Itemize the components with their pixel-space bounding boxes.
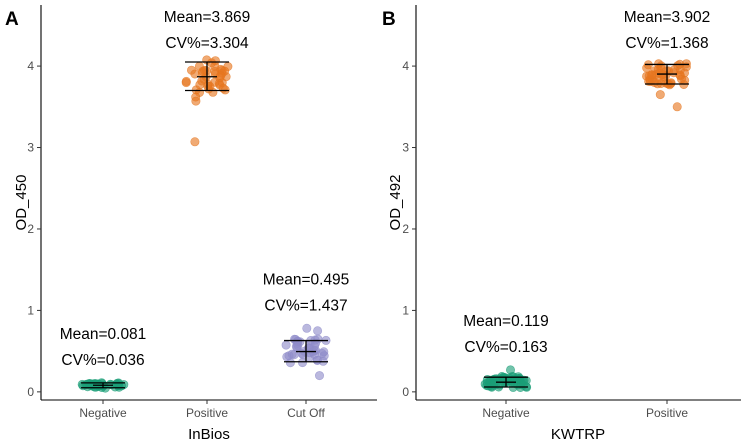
data-point: [673, 61, 683, 71]
x-tick-label: Negative: [482, 406, 530, 420]
cv-annotation: CV%=0.163: [464, 339, 547, 356]
data-point: [655, 90, 665, 100]
mean-annotation: Mean=3.902: [624, 9, 711, 26]
data-point: [218, 83, 228, 93]
x-axis-title: KWTRP: [551, 426, 605, 443]
chart-panel-a: 0 1 2 3 4 Negative Positive Cut Off InBios OD_450…: [5, 5, 377, 443]
data-point: [281, 340, 291, 350]
mean-annotation: Mean=0.081: [60, 326, 147, 343]
x-tick-label: Positive: [186, 406, 228, 420]
data-point: [672, 102, 682, 112]
cv-annotation: CV%=1.368: [625, 35, 708, 52]
group-cut-off: Mean=0.495 CV%=1.437: [263, 271, 350, 381]
y-tick-label: 0: [27, 385, 34, 399]
data-point: [210, 56, 220, 66]
y-axis-title: OD_450: [13, 175, 30, 231]
mean-annotation: Mean=3.869: [164, 9, 251, 26]
y-tick-label: 1: [27, 303, 34, 317]
y-tick-label: 2: [27, 222, 34, 236]
x-tick-label: Negative: [79, 406, 127, 420]
mean-annotation: Mean=0.119: [463, 313, 548, 330]
data-point: [666, 78, 676, 88]
y-tick-label: 3: [402, 141, 409, 155]
data-point: [302, 323, 312, 333]
group-positive: Mean=3.869 CV%=3.304: [164, 9, 251, 147]
data-point: [216, 71, 226, 81]
data-point: [197, 68, 207, 78]
cv-annotation: CV%=3.304: [165, 35, 249, 52]
data-point: [191, 92, 201, 102]
y-tick-label: 4: [27, 59, 34, 73]
data-point: [195, 80, 205, 90]
data-point: [681, 59, 691, 69]
data-point: [210, 77, 220, 87]
x-tick-label: Positive: [646, 406, 688, 420]
x-axis-title: InBios: [188, 426, 230, 443]
cv-annotation: CV%=1.437: [264, 297, 347, 314]
data-point: [287, 349, 297, 359]
data-point: [204, 84, 214, 94]
data-point: [313, 326, 323, 336]
data-point: [314, 371, 324, 381]
y-tick-label: 2: [402, 222, 409, 236]
data-point: [292, 342, 302, 352]
y-axis-title: OD_492: [387, 175, 404, 231]
y-tick-label: 0: [402, 385, 409, 399]
chart-panel-b: 0 1 2 3 4 Negative Positive KWTRP OD_492 B Mean=0.…: [382, 5, 741, 443]
group-positive: Mean=3.902 CV%=1.368: [624, 9, 711, 112]
group-negative: Mean=0.119 CV%=0.163: [463, 313, 549, 392]
group-negative: Mean=0.081 CV%=0.036: [60, 326, 147, 393]
cv-annotation: CV%=0.036: [61, 352, 144, 369]
mean-annotation: Mean=0.495: [263, 271, 350, 288]
data-point: [190, 137, 200, 147]
panel-label: A: [5, 9, 19, 30]
data-point: [297, 358, 307, 368]
data-point: [181, 76, 191, 86]
panel-label: B: [382, 9, 396, 30]
data-point: [679, 68, 689, 78]
x-tick-label: Cut Off: [287, 406, 325, 420]
data-point: [505, 365, 515, 375]
y-tick-label: 4: [402, 59, 409, 73]
y-tick-label: 3: [27, 141, 34, 155]
data-point: [516, 378, 526, 388]
data-point: [647, 70, 657, 80]
data-point: [653, 64, 663, 74]
data-point: [317, 348, 327, 358]
y-tick-label: 1: [402, 303, 409, 317]
